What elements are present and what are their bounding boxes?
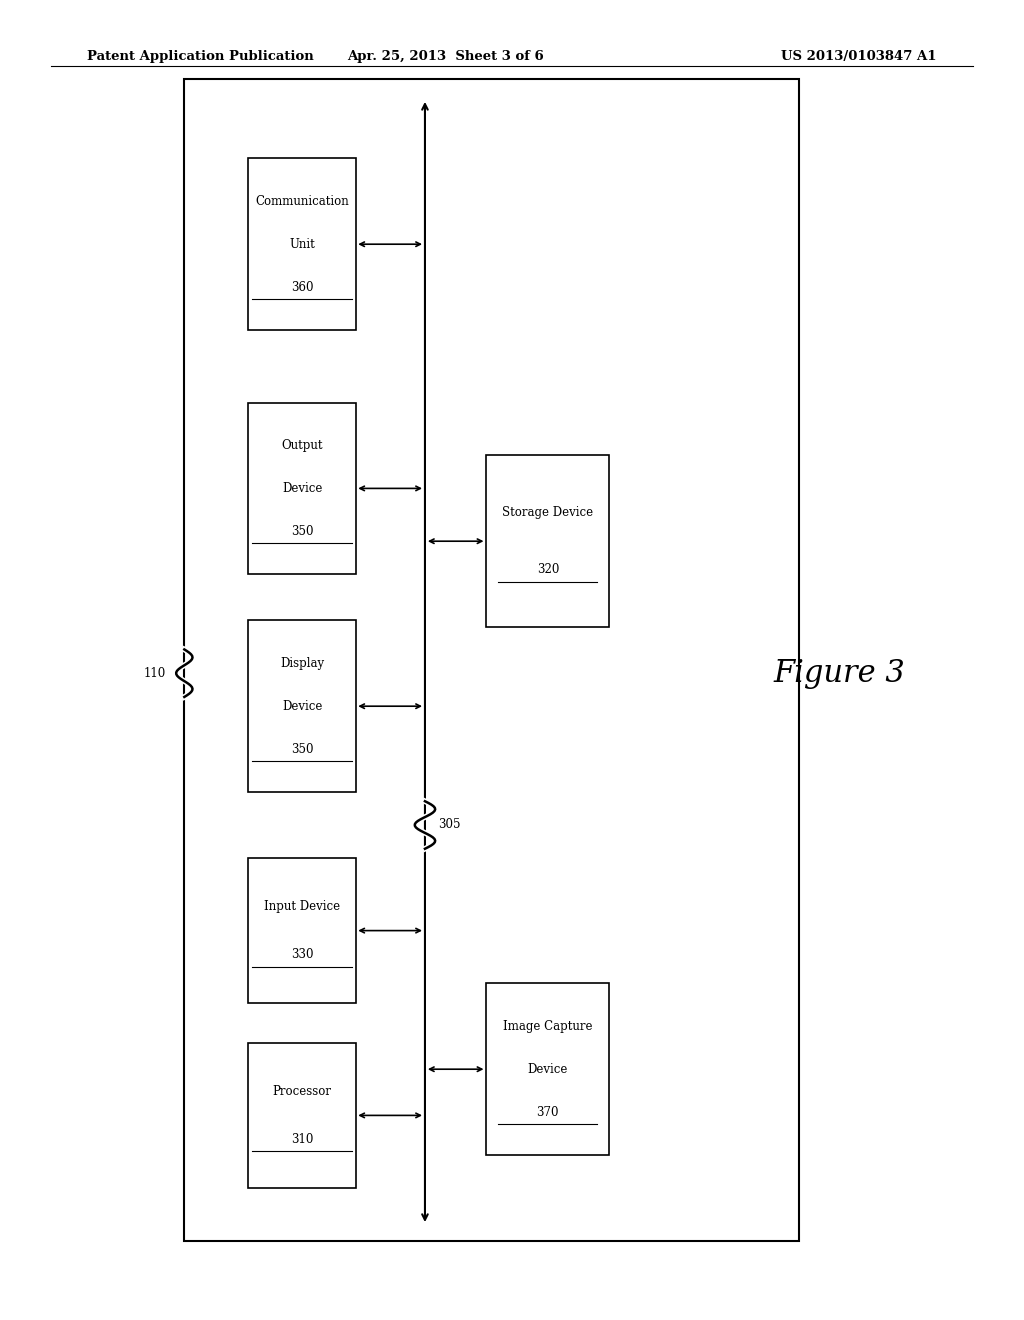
Text: Storage Device: Storage Device (503, 506, 593, 519)
Text: Communication: Communication (255, 195, 349, 207)
Bar (184, 79, 799, 1241)
Text: 110: 110 (143, 667, 166, 680)
Bar (248, 158, 356, 330)
Bar (248, 1043, 356, 1188)
Text: 320: 320 (537, 564, 559, 577)
Text: Figure 3: Figure 3 (774, 657, 905, 689)
Text: Device: Device (282, 700, 323, 713)
Text: 350: 350 (291, 525, 313, 537)
Bar (486, 455, 609, 627)
Text: Processor: Processor (272, 1085, 332, 1098)
Bar (248, 403, 356, 574)
Text: Patent Application Publication: Patent Application Publication (87, 50, 313, 63)
Text: Display: Display (280, 657, 325, 669)
Text: Device: Device (282, 482, 323, 495)
Text: 305: 305 (438, 818, 461, 832)
Text: 330: 330 (291, 948, 313, 961)
Text: 350: 350 (291, 743, 313, 755)
Text: Apr. 25, 2013  Sheet 3 of 6: Apr. 25, 2013 Sheet 3 of 6 (347, 50, 544, 63)
Text: Output: Output (282, 440, 323, 451)
Text: 360: 360 (291, 281, 313, 293)
Text: Image Capture: Image Capture (503, 1020, 593, 1032)
Bar (248, 620, 356, 792)
Text: 370: 370 (537, 1106, 559, 1118)
Text: US 2013/0103847 A1: US 2013/0103847 A1 (781, 50, 937, 63)
Text: Input Device: Input Device (264, 900, 340, 913)
Text: 310: 310 (291, 1133, 313, 1146)
Bar (248, 858, 356, 1003)
Bar (486, 983, 609, 1155)
Text: Device: Device (527, 1063, 568, 1076)
Text: Unit: Unit (289, 238, 315, 251)
